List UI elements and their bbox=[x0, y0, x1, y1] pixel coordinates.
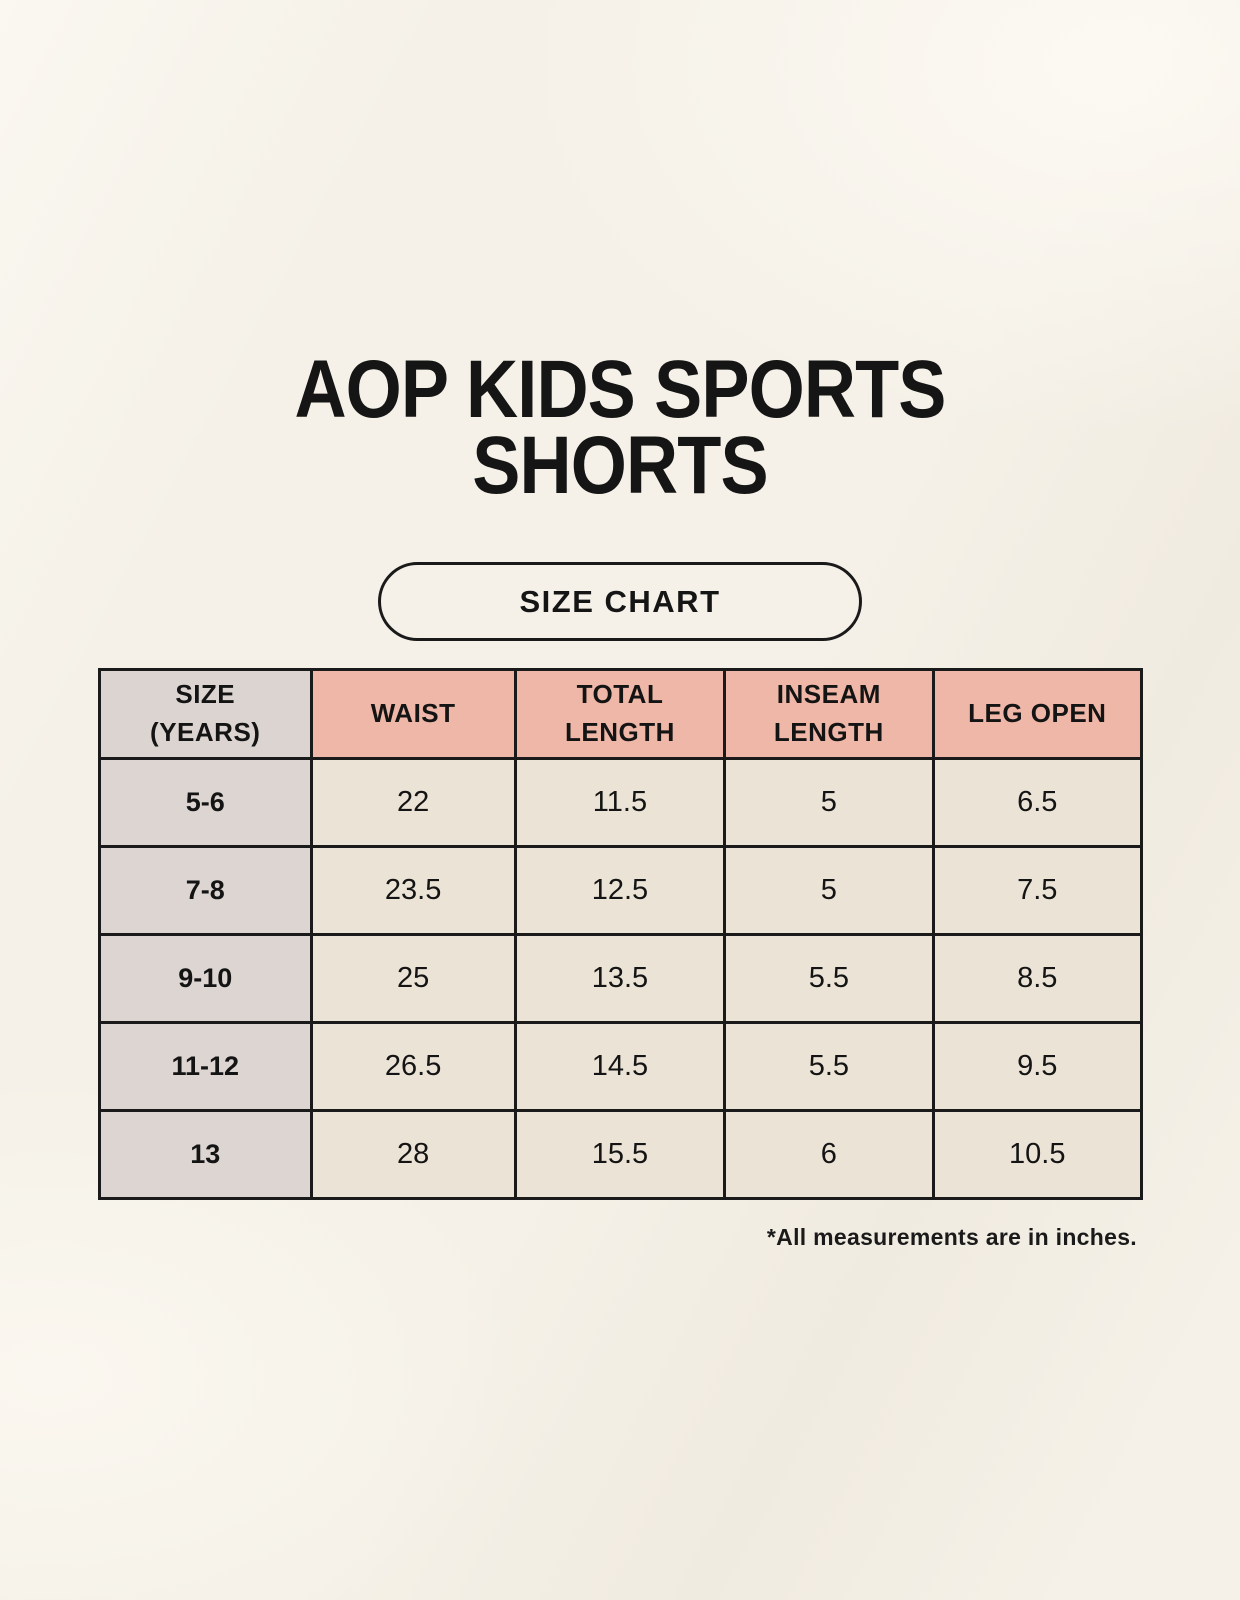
measurements-footnote: *All measurements are in inches. bbox=[766, 1224, 1137, 1250]
value-cell: 10.5 bbox=[931, 1109, 1144, 1200]
table-row: 5-6 22 11.5 5 6.5 bbox=[98, 757, 1144, 848]
value-cell: 11.5 bbox=[513, 757, 727, 848]
size-cell: 9-10 bbox=[98, 933, 313, 1024]
value-cell: 28 bbox=[309, 1109, 517, 1200]
value-cell: 6 bbox=[723, 1109, 935, 1200]
size-chart-badge: SIZE CHART bbox=[378, 562, 862, 641]
table-header-row: SIZE (YEARS) WAIST TOTAL LENGTH INSEAM L… bbox=[98, 668, 1144, 760]
header-size-years: SIZE (YEARS) bbox=[98, 668, 313, 760]
value-cell: 12.5 bbox=[513, 845, 727, 936]
value-cell: 26.5 bbox=[309, 1021, 517, 1112]
size-cell: 7-8 bbox=[98, 845, 313, 936]
value-cell: 8.5 bbox=[931, 933, 1144, 1024]
value-cell: 23.5 bbox=[309, 845, 517, 936]
table-row: 13 28 15.5 6 10.5 bbox=[98, 1109, 1144, 1200]
title-line-2: SHORTS bbox=[472, 420, 768, 512]
value-cell: 5.5 bbox=[723, 1021, 935, 1112]
value-cell: 7.5 bbox=[931, 845, 1144, 936]
value-cell: 15.5 bbox=[513, 1109, 727, 1200]
header-total-length: TOTAL LENGTH bbox=[513, 668, 727, 760]
value-cell: 6.5 bbox=[931, 757, 1144, 848]
value-cell: 25 bbox=[309, 933, 517, 1024]
page-title: AOP KIDS SPORTS SHORTS bbox=[74, 344, 1165, 512]
value-cell: 9.5 bbox=[931, 1021, 1144, 1112]
size-cell: 11-12 bbox=[98, 1021, 313, 1112]
size-table-body: 5-6 22 11.5 5 6.5 7-8 23.5 12.5 5 7.5 9-10 25 13.5 5.… bbox=[98, 757, 1144, 1200]
value-cell: 5.5 bbox=[723, 933, 935, 1024]
size-chart-badge-label: SIZE CHART bbox=[519, 583, 721, 619]
table-row: 11-12 26.5 14.5 5.5 9.5 bbox=[98, 1021, 1144, 1112]
value-cell: 5 bbox=[723, 845, 935, 936]
table-row: 9-10 25 13.5 5.5 8.5 bbox=[98, 933, 1144, 1024]
title-line-1: AOP KIDS SPORTS bbox=[294, 344, 946, 435]
value-cell: 13.5 bbox=[513, 933, 727, 1024]
value-cell: 22 bbox=[309, 757, 517, 848]
size-table: SIZE (YEARS) WAIST TOTAL LENGTH INSEAM L… bbox=[98, 668, 1144, 1200]
header-inseam-length: INSEAM LENGTH bbox=[723, 668, 935, 760]
size-cell: 5-6 bbox=[98, 757, 313, 848]
value-cell: 5 bbox=[723, 757, 935, 848]
value-cell: 14.5 bbox=[513, 1021, 727, 1112]
size-cell: 13 bbox=[98, 1109, 313, 1200]
header-leg-open: LEG OPEN bbox=[931, 668, 1144, 760]
header-waist: WAIST bbox=[309, 668, 517, 760]
table-row: 7-8 23.5 12.5 5 7.5 bbox=[98, 845, 1144, 936]
